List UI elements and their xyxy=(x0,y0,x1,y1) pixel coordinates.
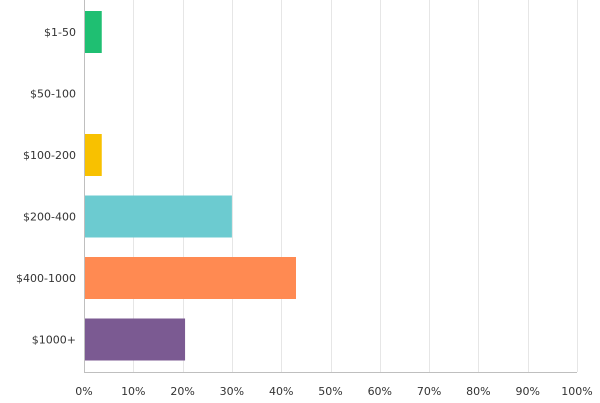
x-tick-label: 100% xyxy=(561,385,592,398)
category-label: $50-100 xyxy=(30,88,76,101)
category-label: $1000+ xyxy=(32,334,76,347)
bar xyxy=(85,11,102,53)
bar xyxy=(85,134,102,176)
category-label: $1-50 xyxy=(44,26,76,39)
category-label: $100-200 xyxy=(23,149,76,162)
bar xyxy=(85,257,296,299)
grid-lines xyxy=(133,0,578,372)
x-tick-label: 90% xyxy=(515,385,539,398)
bars xyxy=(85,11,296,361)
labels: 0% 10% 20% 30% 40% 50% 60% 70% 80% 90% 100% $1-50 $5… xyxy=(16,26,593,398)
x-tick-label: 0% xyxy=(75,385,92,398)
x-tick-label: 60% xyxy=(368,385,392,398)
category-label: $200-400 xyxy=(23,211,76,224)
bar xyxy=(85,195,232,238)
x-tick-label: 50% xyxy=(318,385,342,398)
x-tick-label: 40% xyxy=(269,385,293,398)
x-tick-label: 10% xyxy=(121,385,145,398)
x-tick-label: 20% xyxy=(170,385,194,398)
x-tick-label: 70% xyxy=(417,385,441,398)
axes xyxy=(84,0,577,373)
x-tick-label: 30% xyxy=(220,385,244,398)
category-label: $400-1000 xyxy=(16,272,76,285)
bar xyxy=(85,318,186,361)
x-tick-label: 80% xyxy=(466,385,490,398)
